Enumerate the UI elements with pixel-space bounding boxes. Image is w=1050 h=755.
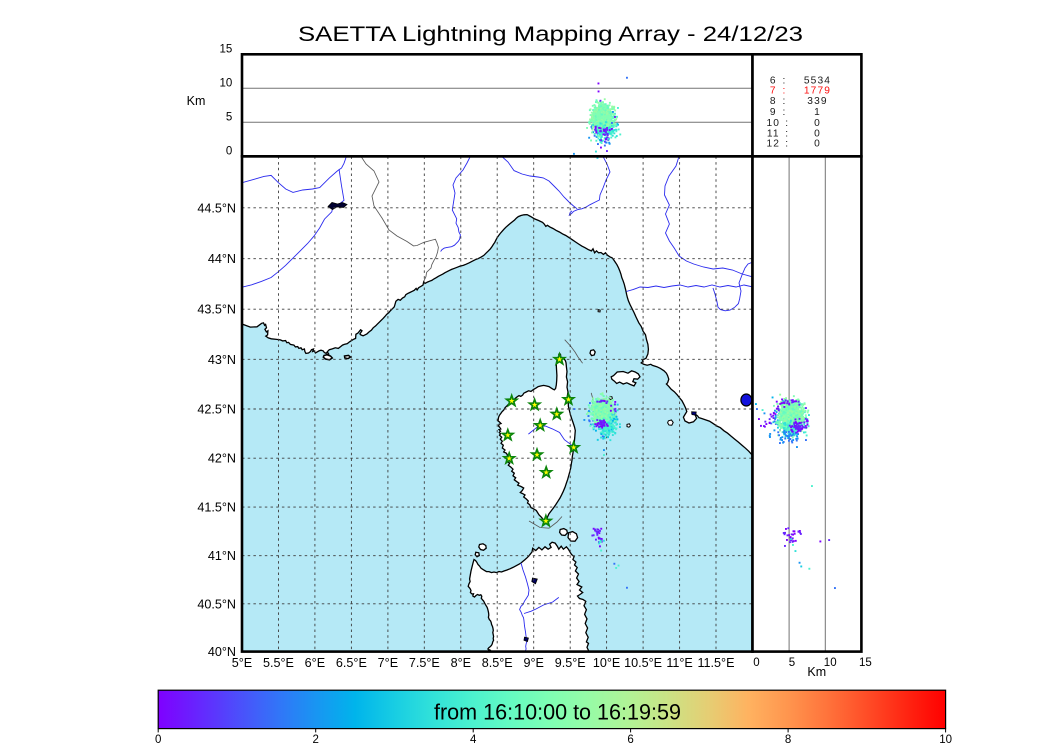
svg-text:10°E: 10°E: [593, 656, 620, 670]
svg-text:10: 10: [767, 118, 781, 129]
svg-text:40.5°N: 40.5°N: [197, 597, 236, 611]
svg-text:43°N: 43°N: [208, 353, 236, 367]
svg-text:0: 0: [814, 118, 821, 129]
svg-text:7.5°E: 7.5°E: [409, 656, 440, 670]
svg-text:6.5°E: 6.5°E: [336, 656, 367, 670]
svg-text:40°N: 40°N: [208, 645, 236, 659]
svg-text:6°E: 6°E: [305, 656, 325, 670]
svg-text:8.5°E: 8.5°E: [482, 656, 513, 670]
svg-text:41°N: 41°N: [208, 549, 236, 563]
svg-text::: :: [782, 86, 785, 97]
svg-text:8°E: 8°E: [451, 656, 471, 670]
svg-text:8: 8: [770, 96, 777, 107]
svg-text:11.5°E: 11.5°E: [697, 656, 734, 670]
svg-text:42.5°N: 42.5°N: [197, 403, 236, 417]
svg-text:11°E: 11°E: [666, 656, 693, 670]
svg-text:15: 15: [220, 44, 233, 56]
svg-text:5: 5: [226, 112, 232, 124]
svg-text:SAETTA Lightning Mapping Array: SAETTA Lightning Mapping Array - 24/12/2…: [298, 22, 803, 46]
svg-text:42°N: 42°N: [208, 452, 236, 466]
svg-text:339: 339: [807, 96, 827, 107]
svg-text::: :: [782, 107, 785, 118]
svg-text:5.5°E: 5.5°E: [263, 656, 294, 670]
svg-text:9.5°E: 9.5°E: [555, 656, 586, 670]
svg-text::: :: [785, 139, 788, 150]
svg-text:9°E: 9°E: [523, 656, 543, 670]
svg-text:12: 12: [767, 139, 781, 150]
svg-text::: :: [782, 96, 785, 107]
svg-text:7°E: 7°E: [378, 656, 398, 670]
svg-text:Km: Km: [187, 94, 206, 108]
svg-text:1779: 1779: [804, 86, 831, 97]
svg-text:41.5°N: 41.5°N: [197, 501, 236, 515]
svg-text:9: 9: [770, 107, 777, 118]
svg-text::: :: [785, 118, 788, 129]
svg-text:7: 7: [770, 86, 777, 97]
svg-text:10: 10: [220, 78, 233, 90]
svg-text:10.5°E: 10.5°E: [624, 656, 662, 670]
svg-text:44.5°N: 44.5°N: [197, 201, 236, 215]
svg-text:0: 0: [226, 146, 232, 158]
svg-text:43.5°N: 43.5°N: [197, 303, 236, 317]
svg-text:0: 0: [814, 139, 821, 150]
svg-text:44°N: 44°N: [208, 252, 236, 266]
svg-text:1: 1: [814, 107, 821, 118]
